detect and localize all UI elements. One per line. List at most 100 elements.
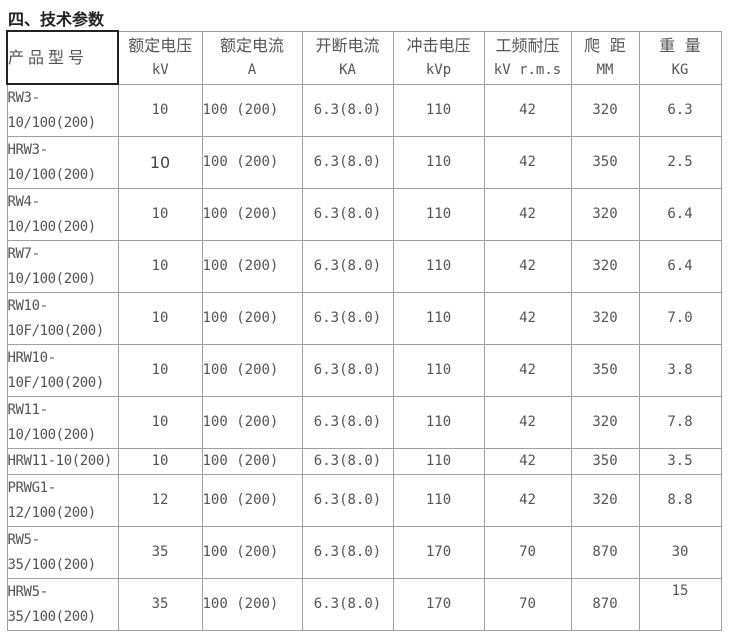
value-cell: 100 (200)	[201, 396, 303, 449]
model-cell: RW5-35/100(200)	[6, 526, 119, 579]
model-cell: RW3-10/100(200)	[6, 83, 119, 137]
value-cell: 100 (200)	[201, 188, 303, 241]
value-cell: 320	[570, 188, 640, 241]
value-cell: 6.3(8.0)	[301, 526, 394, 579]
value-cell: 42	[483, 188, 572, 241]
value-cell: 6.3(8.0)	[301, 240, 394, 293]
header-unit: kV	[151, 61, 169, 78]
value-cell: 70	[483, 578, 572, 631]
value-cell: 10	[117, 240, 203, 293]
value-cell: 870	[570, 578, 640, 631]
table-row: PRWG1-12/100(200) 12 100 (200) 6.3(8.0) 110 4…	[6, 474, 722, 527]
table-row: RW5-35/100(200) 35 100 (200) 6.3(8.0) 170 70 8…	[6, 526, 722, 579]
model-cell: RW7-10/100(200)	[6, 240, 119, 293]
header-cell: 开断电流 KA	[301, 30, 394, 85]
value-cell: 6.3(8.0)	[301, 136, 394, 189]
value-cell: 320	[570, 474, 640, 527]
value-cell: 8.8	[638, 474, 722, 527]
value-cell: 170	[392, 526, 485, 579]
header-unit: kV r.m.s	[493, 61, 562, 78]
value-cell: 42	[483, 83, 572, 137]
value-cell: 6.3(8.0)	[301, 292, 394, 345]
value-cell: 110	[392, 240, 485, 293]
value-cell: 6.3(8.0)	[301, 396, 394, 449]
value-cell: 42	[483, 474, 572, 527]
value-cell: 7.8	[638, 396, 722, 449]
value-cell: 10	[117, 448, 203, 475]
model-cell: RW4-10/100(200)	[6, 188, 119, 241]
value-cell: 10	[117, 136, 203, 189]
table-row: RW10-10F/100(200) 10 100 (200) 6.3(8.0) 110 4…	[6, 292, 722, 345]
value-cell: 12	[117, 474, 203, 527]
value-cell: 100 (200)	[201, 83, 303, 137]
value-cell: 110	[392, 136, 485, 189]
value-cell: 70	[483, 526, 572, 579]
header-label: 额定电流	[219, 35, 284, 55]
model-cell: PRWG1-12/100(200)	[6, 474, 119, 527]
table-row: HRW10-10F/100(200) 10 100 (200) 6.3(8.0) 110…	[6, 344, 722, 397]
value-cell: 320	[570, 83, 640, 137]
section-title: 四、技术参数	[8, 10, 105, 29]
value-cell: 42	[483, 396, 572, 449]
value-cell: 6.4	[638, 188, 722, 241]
value-cell: 10	[117, 188, 203, 241]
table-row: RW3-10/100(200) 10 100 (200) 6.3(8.0) 110 42 3…	[6, 83, 722, 137]
value-cell: 100 (200)	[201, 474, 303, 527]
value-cell: 10	[117, 83, 203, 137]
header-unit: kVp	[425, 61, 452, 78]
value-cell: 110	[392, 448, 485, 475]
value-cell: 10	[117, 344, 203, 397]
value-cell: 350	[570, 344, 640, 397]
value-cell: 2.5	[638, 136, 722, 189]
value-cell: 15	[638, 578, 722, 631]
header-cell: 额定电压 kV	[117, 30, 203, 85]
table-row: RW7-10/100(200) 10 100 (200) 6.3(8.0) 110 42 3…	[6, 240, 722, 293]
header-label: 开断电流	[315, 35, 380, 55]
value-cell: 6.3(8.0)	[301, 448, 394, 475]
value-cell: 350	[570, 136, 640, 189]
header-unit: KA	[339, 61, 356, 78]
value-cell: 7.0	[638, 292, 722, 345]
value-cell: 10	[117, 292, 203, 345]
value-cell: 870	[570, 526, 640, 579]
header-label: 冲击电压	[406, 35, 471, 55]
value-cell: 6.4	[638, 240, 722, 293]
table-row: HRW3-10/100(200) 10 100 (200) 6.3(8.0) 110 42…	[6, 136, 722, 189]
header-unit: A	[247, 61, 257, 78]
header-cell: 冲击电压 kVp	[392, 30, 485, 85]
value-cell: 110	[392, 344, 485, 397]
value-cell: 35	[117, 526, 203, 579]
model-cell: RW11-10/100(200)	[6, 396, 119, 449]
model-cell: RW10-10F/100(200)	[6, 292, 119, 345]
value-cell: 100 (200)	[201, 136, 303, 189]
table-row: HRW5-35/100(200) 35 100 (200) 6.3(8.0) 170 70…	[6, 578, 722, 631]
value-cell: 100 (200)	[201, 240, 303, 293]
value-cell: 35	[117, 578, 203, 631]
value-cell: 110	[392, 292, 485, 345]
value-cell: 42	[483, 292, 572, 345]
value-cell: 110	[392, 474, 485, 527]
header-cell: 重 量 KG	[638, 30, 722, 85]
value-cell: 320	[570, 292, 640, 345]
header-cell: 额定电流 A	[201, 30, 303, 85]
value-cell: 3.5	[638, 448, 722, 475]
model-cell: HRW3-10/100(200)	[6, 136, 119, 189]
model-cell: HRW10-10F/100(200)	[6, 344, 119, 397]
value-cell: 110	[392, 188, 485, 241]
value-cell: 6.3	[638, 83, 722, 137]
header-unit: MM	[596, 61, 614, 78]
table-row: RW4-10/100(200) 10 100 (200) 6.3(8.0) 110 42 3…	[6, 188, 722, 241]
table-row: RW11-10/100(200) 10 100 (200) 6.3(8.0) 110 42…	[6, 396, 722, 449]
header-label: 工频耐压	[495, 35, 560, 55]
header-cell: 爬 距 MM	[570, 30, 640, 85]
value-cell: 42	[483, 448, 572, 475]
value-cell: 42	[483, 344, 572, 397]
header-cell: 工频耐压 kV r.m.s	[483, 30, 572, 85]
value-cell: 6.3(8.0)	[301, 578, 394, 631]
value-cell: 6.3(8.0)	[301, 188, 394, 241]
value-cell: 42	[483, 136, 572, 189]
model-cell: HRW11-10(200)	[6, 448, 119, 475]
value-cell: 3.8	[638, 344, 722, 397]
value-cell: 42	[483, 240, 572, 293]
value-cell: 320	[570, 240, 640, 293]
